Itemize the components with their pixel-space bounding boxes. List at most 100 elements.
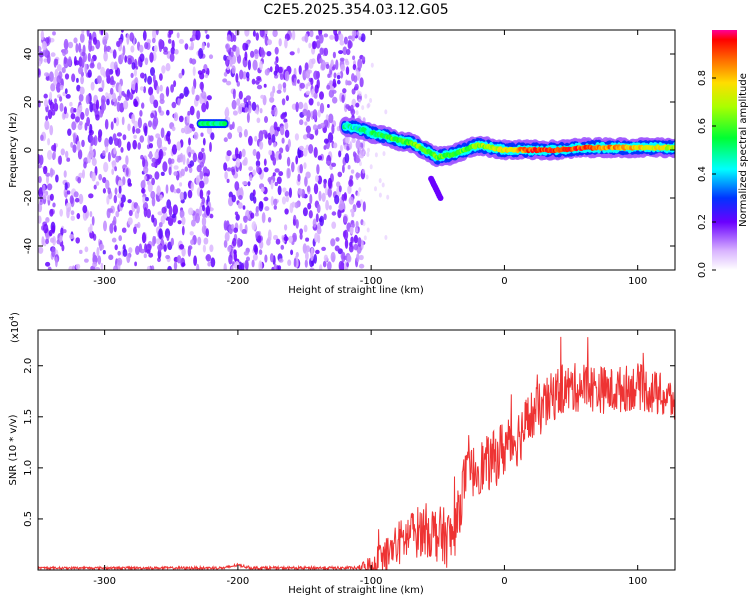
noise-speckle bbox=[153, 236, 157, 245]
noise-speckle bbox=[334, 33, 339, 42]
noise-speckle bbox=[337, 79, 341, 85]
noise-speckle bbox=[38, 45, 42, 52]
noise-speckle bbox=[196, 164, 202, 173]
noise-speckle bbox=[245, 71, 250, 79]
noise-speckle bbox=[203, 172, 208, 177]
noise-speckle bbox=[331, 162, 337, 167]
noise-speckle bbox=[339, 144, 343, 153]
noise-speckle bbox=[151, 177, 156, 186]
noise-speckle bbox=[85, 94, 90, 105]
noise-speckle bbox=[126, 33, 130, 45]
noise-speckle bbox=[151, 196, 156, 207]
noise-speckle bbox=[170, 237, 174, 246]
noise-speckle bbox=[302, 108, 308, 116]
noise-speckle bbox=[201, 102, 207, 113]
noise-speckle bbox=[108, 136, 114, 145]
noise-speckle bbox=[54, 68, 59, 79]
snr-exponent-sup: 4 bbox=[8, 315, 16, 320]
noise-speckle bbox=[242, 71, 247, 80]
noise-speckle bbox=[354, 83, 359, 91]
noise-speckle bbox=[70, 210, 75, 216]
noise-speckle bbox=[347, 164, 351, 170]
noise-speckle bbox=[328, 113, 334, 124]
noise-speckle bbox=[158, 105, 162, 113]
noise-speckle bbox=[187, 189, 193, 199]
noise-speckle bbox=[308, 210, 313, 219]
noise-speckle bbox=[40, 134, 44, 141]
snr-axes: -300 -200 -100 0 100 0.5 1.0 1.5 2.0 bbox=[23, 330, 675, 587]
noise-speckle bbox=[46, 183, 53, 191]
noise-speckle bbox=[160, 127, 165, 139]
noise-speckle bbox=[192, 152, 198, 163]
noise-speckle bbox=[223, 263, 227, 270]
noise-speckle bbox=[352, 55, 356, 61]
noise-speckle bbox=[163, 244, 167, 252]
ridge-tail bbox=[437, 195, 444, 201]
noise-speckle bbox=[120, 147, 124, 153]
noise-speckle bbox=[257, 235, 262, 244]
noise-speckle bbox=[319, 91, 324, 100]
noise-speckle bbox=[162, 146, 168, 151]
noise-speckle bbox=[305, 90, 311, 96]
noise-speckle bbox=[79, 33, 85, 43]
noise-speckle bbox=[178, 39, 184, 44]
noise-speckle bbox=[129, 32, 135, 42]
noise-speckle bbox=[335, 237, 340, 242]
noise-speckle bbox=[139, 53, 145, 62]
noise-speckle bbox=[348, 196, 354, 205]
noise-speckle bbox=[63, 187, 69, 198]
noise-speckle bbox=[316, 164, 320, 175]
noise-speckle bbox=[358, 263, 365, 269]
noise-speckle bbox=[349, 226, 354, 234]
noise-speckle bbox=[156, 185, 161, 196]
noise-speckle bbox=[303, 147, 308, 157]
noise-speckle bbox=[151, 265, 155, 270]
noise-speckle bbox=[356, 253, 360, 263]
noise-speckle bbox=[297, 173, 301, 182]
noise-speckle bbox=[38, 164, 42, 169]
noise-speckle bbox=[38, 203, 43, 213]
noise-speckle bbox=[263, 167, 269, 173]
noise-speckle bbox=[210, 132, 215, 141]
noise-speckle bbox=[109, 81, 114, 85]
noise-speckle bbox=[181, 68, 185, 76]
noise-speckle bbox=[152, 30, 157, 40]
noise-speckle bbox=[254, 135, 258, 142]
noise-speckle bbox=[223, 162, 228, 172]
noise-speckle bbox=[112, 92, 117, 103]
noise-speckle bbox=[92, 137, 96, 146]
noise-speckle bbox=[330, 238, 336, 247]
noise-speckle bbox=[352, 64, 357, 71]
noise-speckle bbox=[284, 70, 290, 82]
noise-speckle bbox=[234, 181, 240, 191]
snr-ylabel: SNR (10 * v/v) bbox=[8, 414, 19, 485]
noise-speckle bbox=[242, 205, 246, 210]
noise-speckle bbox=[226, 167, 232, 172]
noise-speckle bbox=[151, 157, 157, 163]
noise-speckle bbox=[225, 43, 231, 50]
noise-speckle bbox=[350, 108, 356, 116]
x-tick-label: -200 bbox=[227, 276, 250, 287]
noise-speckle bbox=[111, 237, 117, 243]
noise-speckle bbox=[273, 106, 278, 117]
noise-speckle bbox=[114, 187, 118, 195]
noise-speckle bbox=[363, 235, 367, 241]
noise-speckle bbox=[127, 58, 132, 65]
noise-speckle bbox=[173, 261, 178, 270]
noise-speckle bbox=[342, 164, 345, 174]
noise-speckle bbox=[209, 244, 214, 253]
noise-speckle bbox=[205, 228, 209, 238]
noise-speckle bbox=[363, 150, 367, 156]
noise-speckle bbox=[204, 168, 210, 174]
noise-speckle bbox=[338, 260, 344, 270]
noise-speckle bbox=[136, 205, 140, 214]
noise-speckle bbox=[234, 147, 239, 159]
noise-speckle bbox=[159, 84, 163, 92]
noise-speckle bbox=[208, 54, 214, 59]
noise-speckle bbox=[63, 56, 67, 65]
noise-speckle bbox=[304, 259, 308, 268]
noise-speckle bbox=[69, 101, 73, 107]
noise-speckle bbox=[61, 244, 65, 252]
noise-speckle bbox=[232, 110, 238, 116]
noise-speckle bbox=[167, 157, 172, 165]
